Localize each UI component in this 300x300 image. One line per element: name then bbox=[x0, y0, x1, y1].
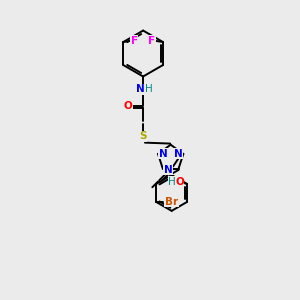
Text: N: N bbox=[136, 84, 145, 94]
Text: F: F bbox=[131, 36, 138, 46]
Text: H: H bbox=[168, 177, 176, 187]
Text: S: S bbox=[140, 131, 147, 141]
Text: Br: Br bbox=[165, 197, 178, 207]
Text: O: O bbox=[124, 101, 133, 111]
Text: N: N bbox=[174, 149, 183, 159]
Text: N: N bbox=[159, 149, 167, 159]
Text: O: O bbox=[175, 177, 184, 187]
Text: F: F bbox=[148, 36, 155, 46]
Text: H: H bbox=[145, 84, 153, 94]
Text: N: N bbox=[164, 165, 172, 175]
